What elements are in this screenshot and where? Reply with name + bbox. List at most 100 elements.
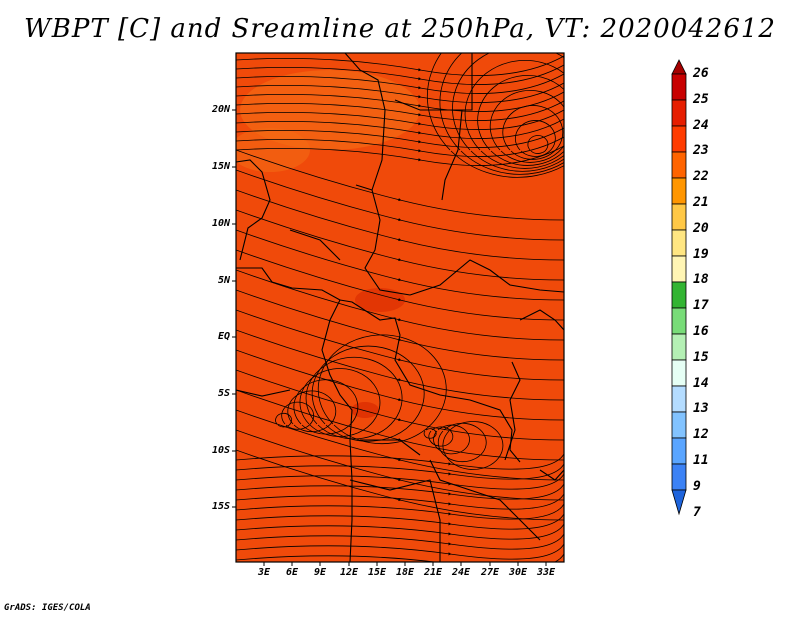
- colorbar: [671, 59, 687, 516]
- colorbar-label: 14: [693, 375, 709, 391]
- lat-label: 5S: [217, 388, 230, 399]
- colorbar-segment: [671, 229, 687, 257]
- colorbar-label: 7: [693, 504, 701, 520]
- colorbar-segment: [671, 437, 687, 465]
- lat-label: 10S: [211, 445, 230, 456]
- colorbar-label: 15: [693, 349, 709, 365]
- streamline: [293, 379, 359, 435]
- colorbar-label: 17: [693, 298, 709, 314]
- colorbar-label: 21: [693, 195, 709, 210]
- colorbar-segment: [671, 333, 687, 361]
- streamline: [452, 53, 564, 172]
- streamline: [236, 429, 564, 501]
- streamline: [236, 136, 564, 157]
- streamline: [502, 105, 564, 160]
- streamline: [477, 75, 564, 166]
- streamline: [236, 82, 564, 103]
- colorbar-top-arrow: [671, 59, 687, 75]
- grads-credit: GrADS: IGES/COLA: [4, 603, 91, 613]
- lon-label: 27E: [480, 567, 500, 578]
- streamline: [236, 64, 564, 85]
- streamline: [236, 349, 564, 421]
- colorbar-label: 25: [693, 91, 709, 107]
- streamline: [423, 428, 437, 439]
- colorbar-label: 11: [693, 453, 709, 468]
- lon-label: 3E: [257, 567, 271, 578]
- streamline: [439, 53, 564, 175]
- streamline: [428, 426, 454, 447]
- colorbar-segment: [671, 463, 687, 491]
- lat-label: 5N: [217, 275, 230, 286]
- streamline: [437, 422, 487, 463]
- colorbar-segment: [671, 385, 687, 413]
- lat-label: 15S: [211, 501, 230, 512]
- colorbar-label: 19: [693, 246, 709, 262]
- streamline: [311, 345, 425, 442]
- streamline: [275, 412, 292, 428]
- streamline: [236, 109, 564, 130]
- colorbar-label: 13: [693, 401, 709, 417]
- map-frame: [235, 52, 565, 563]
- colorbar-bottom-arrow: [671, 489, 687, 516]
- streamline: [236, 149, 564, 221]
- streamline: [236, 229, 564, 301]
- streamline: [236, 309, 564, 381]
- colorbar-segment: [671, 359, 687, 387]
- colorbar-segment: [671, 203, 687, 231]
- colorbar-segment: [671, 99, 687, 127]
- dark-patch-south: [351, 402, 379, 418]
- streamline: [236, 55, 564, 76]
- streamline: [236, 169, 564, 241]
- lon-label: 21E: [423, 567, 443, 578]
- dark-patch-central: [355, 288, 405, 312]
- streamline: [236, 483, 564, 500]
- streamline: [236, 503, 564, 520]
- streamlines: [236, 53, 564, 562]
- axis-ticks: [232, 109, 547, 566]
- streamline: [317, 334, 447, 445]
- streamline: [236, 209, 564, 281]
- colorbar-label: 18: [693, 272, 709, 288]
- colorbar-label: 23: [693, 143, 709, 159]
- colorbar-label: 9: [693, 478, 701, 494]
- colorbar-segment: [671, 73, 687, 101]
- streamline: [236, 543, 564, 560]
- lon-label: 9E: [313, 567, 327, 578]
- chart-title: WBPT [C] and Sreamline at 250hPa, VT: 20…: [24, 14, 776, 44]
- lon-label: 6E: [285, 567, 299, 578]
- streamline: [489, 90, 564, 163]
- lon-label: 24E: [451, 567, 471, 578]
- streamline: [236, 73, 564, 94]
- streamline: [236, 249, 564, 321]
- lon-label: 33E: [536, 567, 556, 578]
- country-borders: [236, 53, 564, 562]
- lon-label: 12E: [339, 567, 359, 578]
- colorbar-segment: [671, 281, 687, 309]
- streamline: [281, 401, 315, 430]
- colorbar-label: 24: [693, 117, 709, 133]
- lon-label: 15E: [367, 567, 387, 578]
- colorbar-segment: [671, 151, 687, 179]
- streamline: [527, 135, 549, 154]
- colorbar-segment: [671, 411, 687, 439]
- streamline: [236, 473, 564, 490]
- colorbar-label: 12: [693, 427, 709, 443]
- streamline: [236, 533, 564, 550]
- streamline: [236, 189, 564, 261]
- lat-label: EQ: [217, 331, 230, 342]
- lon-label: 18E: [395, 567, 415, 578]
- streamline: [236, 463, 564, 480]
- lat-label: 10N: [211, 218, 230, 229]
- lat-label: 15N: [211, 161, 230, 172]
- streamline: [236, 453, 564, 470]
- colorbar-segment: [671, 255, 687, 283]
- colorbar-segment: [671, 307, 687, 335]
- streamline: [236, 100, 564, 121]
- streamline: [236, 493, 564, 510]
- colorbar-label: 16: [693, 324, 709, 339]
- streamline: [236, 118, 564, 139]
- lat-label: 20N: [211, 104, 230, 115]
- streamline: [236, 145, 564, 166]
- streamline: [442, 421, 504, 470]
